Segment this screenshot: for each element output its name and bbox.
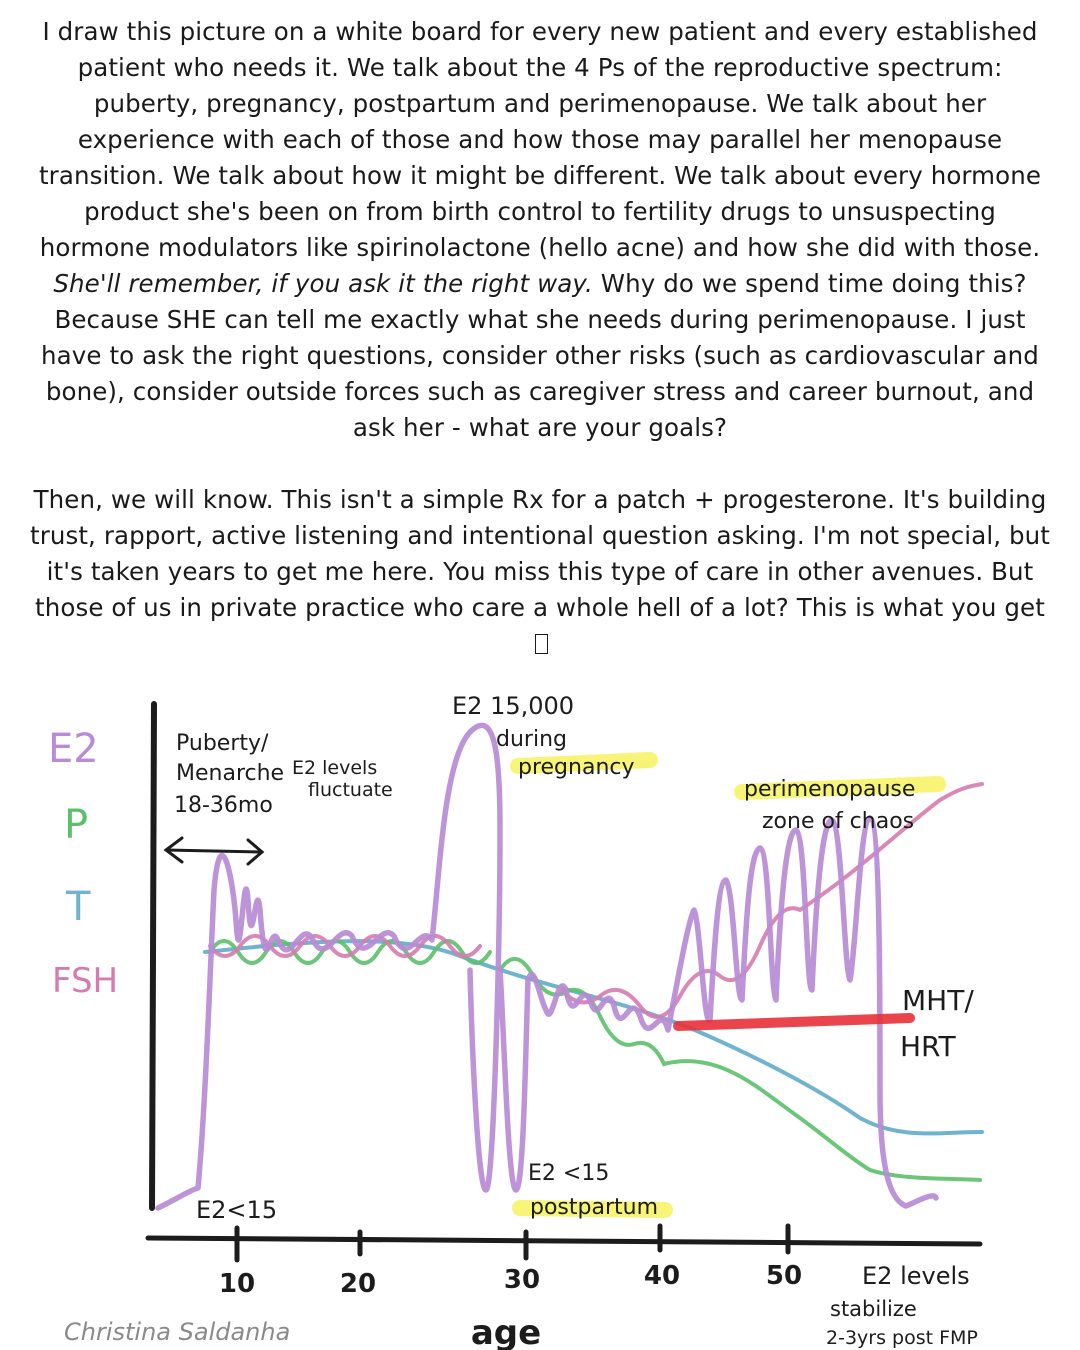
hormone-legend: E2 P T FSH [48,726,118,1001]
annotations: Puberty/ Menarche 18-36mo E2 levels fluc… [174,692,978,1349]
annotation-pregnancy-e2: E2 15,000 [452,692,574,720]
caption-paragraph-2: Then, we will know. This isn't a simple … [28,482,1052,662]
highlights [510,752,946,1218]
x-tick-label: 30 [504,1265,540,1295]
caption-paragraph-1: I draw this picture on a white board for… [28,14,1052,446]
x-axis-labels: 10 20 30 40 50 age [219,1261,802,1350]
x-tick-label: 50 [766,1261,802,1291]
caption-text: Why do we spend time doing this? Because… [41,269,1039,442]
estradiol-curve [155,722,939,1211]
x-tick-label: 20 [340,1269,376,1299]
legend-progesterone: P [64,802,88,848]
annotation-stabilize-3: 2-3yrs post FMP [826,1327,978,1349]
x-axis [145,1235,983,1247]
legend-testosterone: T [65,884,91,930]
whiteboard-diagram: E2 P T FSH Puberty/ Menarche 18-36mo E2 … [48,692,984,1350]
caption-text: I draw this picture on a white board for… [38,17,1042,262]
annotation-stabilize-2: stabilize [830,1297,917,1321]
annotation-pregnancy: pregnancy [518,755,635,780]
arrow-head-right [246,838,265,866]
caption-text: Then, we will know. This isn't a simple … [29,485,1050,622]
annotation-during: during [496,727,567,752]
annotation-postpartum: postpartum [530,1195,658,1220]
annotation-stabilize-1: E2 levels [862,1262,970,1290]
x-axis-ticks [234,1223,791,1263]
highlight-pregnancy [510,752,658,774]
mht-hrt-line [673,1013,915,1031]
x-tick-label: 40 [644,1261,680,1291]
annotation-hrt: HRT [900,1030,956,1063]
annotation-perimenopause: perimenopause [744,777,915,802]
annotation-menarche: Menarche [176,761,284,786]
artist-signature: Christina Saldanha [64,1318,290,1346]
annotation-e2-low-puberty: E2<15 [196,1196,277,1224]
progesterone-curve [208,939,982,1182]
y-axis [149,701,157,1211]
legend-e2: E2 [48,726,99,772]
annotation-fluctuate-1: E2 levels [292,757,377,779]
annotation-mht: MHT/ [902,984,974,1017]
highlight-postpartum [512,1200,673,1218]
legend-fsh: FSH [52,961,118,1001]
puberty-duration-arrow [163,836,265,866]
missing-glyph-icon [534,634,548,654]
annotation-fluctuate-2: fluctuate [308,779,393,801]
caption-italic-text: She'll remember, if you ask it the right… [53,269,593,298]
x-tick-label: 10 [219,1269,255,1299]
annotation-puberty-duration: 18-36mo [174,793,273,818]
caption: I draw this picture on a white board for… [28,14,1052,662]
annotation-e2-low-postpartum: E2 <15 [528,1161,609,1186]
annotation-zone-of-chaos: zone of chaos [762,809,914,834]
arrow-head-left [163,836,184,864]
x-axis-label: age [471,1313,541,1350]
highlight-perimenopause [734,776,946,800]
annotation-puberty: Puberty/ [176,731,269,756]
testosterone-curve [203,939,984,1136]
arrow-shaft [164,848,264,854]
